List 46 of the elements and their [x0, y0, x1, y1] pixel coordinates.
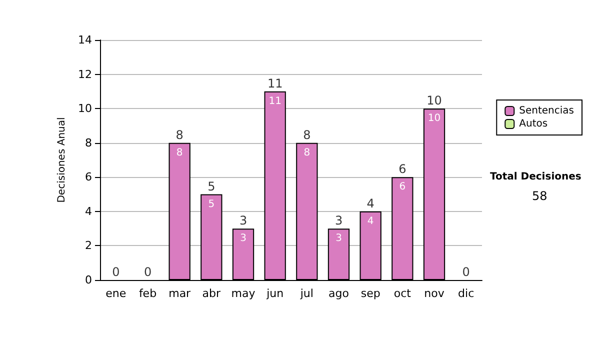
- x-tick-label: ene: [106, 287, 126, 300]
- x-tick-label: oct: [394, 287, 412, 300]
- y-tick-label: 8: [85, 136, 92, 150]
- total-label: 5: [208, 179, 216, 194]
- data-label: 5: [208, 198, 215, 210]
- total-label: 6: [398, 162, 406, 176]
- x-tick-label: feb: [138, 287, 157, 300]
- total-label: 11: [267, 76, 283, 90]
- y-tick-label: 10: [78, 102, 92, 116]
- legend-label: Sentencias: [519, 106, 574, 116]
- y-tick-label: 4: [85, 204, 92, 218]
- y-tick-label: 6: [85, 170, 92, 184]
- data-label: 3: [240, 233, 246, 244]
- x-tick-label: nov: [424, 287, 445, 300]
- x-tick-label: dic: [458, 287, 474, 300]
- total-label: 0: [144, 265, 152, 279]
- x-tick-label: jun: [266, 287, 284, 300]
- x-tick-label: sep: [360, 287, 380, 300]
- data-label: 3: [336, 233, 342, 244]
- total-label: 0: [112, 265, 120, 279]
- y-axis-title: Decisiones Anual: [56, 117, 68, 203]
- text: 58: [532, 189, 548, 203]
- total-label: 3: [239, 214, 248, 228]
- data-label: 10: [428, 113, 441, 124]
- data-label: 8: [176, 147, 183, 158]
- x-tick-label: jul: [299, 287, 314, 300]
- total-label: 8: [303, 128, 311, 142]
- x-tick-label: ago: [328, 287, 350, 300]
- total-label: 3: [334, 214, 343, 228]
- x-tick-label: mar: [168, 287, 192, 300]
- y-tick-label: 2: [85, 239, 92, 252]
- data-label: 11: [268, 96, 282, 107]
- total-label: 8: [176, 128, 184, 142]
- text: Total Decisiones: [490, 172, 582, 182]
- y-tick-label: 0: [85, 274, 92, 286]
- data-label: 8: [304, 147, 310, 158]
- x-tick-label: abr: [202, 287, 222, 300]
- y-tick-label: 12: [78, 68, 92, 81]
- y-tick-label: 14: [78, 34, 92, 46]
- data-label: 6: [399, 182, 406, 193]
- total-label: 4: [366, 196, 374, 210]
- legend-label: Autos: [519, 118, 548, 130]
- total-label: 0: [462, 265, 470, 279]
- data-label: 4: [367, 216, 374, 227]
- total-label: 10: [426, 94, 442, 108]
- x-tick-label: may: [231, 287, 256, 300]
